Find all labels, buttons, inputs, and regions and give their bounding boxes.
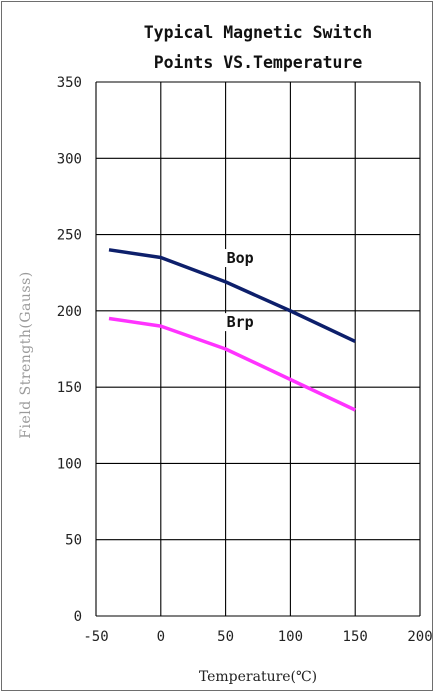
x-tick-label: -50 xyxy=(83,629,108,645)
series-layer xyxy=(108,248,356,412)
x-tick-label: 50 xyxy=(217,629,234,645)
y-tick-label: 350 xyxy=(57,75,82,91)
x-tick-label: 150 xyxy=(343,629,368,645)
y-tick-label: 200 xyxy=(57,304,82,320)
y-tick-label: 250 xyxy=(57,228,82,244)
chart-title-line1: Typical Magnetic Switch xyxy=(144,23,372,42)
grid-layer xyxy=(95,81,421,617)
series-label-brp: Brp xyxy=(227,313,254,331)
y-tick-label: 50 xyxy=(65,533,82,549)
series-line-bop xyxy=(108,248,356,343)
x-tick-label: 100 xyxy=(278,629,303,645)
y-axis-label: Field Strength(Gauss) xyxy=(18,271,34,439)
series-label-bop: Bop xyxy=(227,249,254,267)
x-tick-label: 0 xyxy=(157,629,165,645)
annotation-backing xyxy=(223,313,264,332)
annotation-backing xyxy=(223,249,264,268)
annotation-layer: Bop Brp xyxy=(223,249,264,332)
y-tick-label: 300 xyxy=(57,151,82,167)
y-tick-label: 150 xyxy=(57,380,82,396)
x-axis-label: Temperature(℃) xyxy=(199,669,317,685)
series-line-brp xyxy=(108,316,356,412)
x-tick-label: 200 xyxy=(407,629,432,645)
y-tick-label: 100 xyxy=(57,456,82,472)
chart-title-line2: Points VS.Temperature xyxy=(154,53,363,72)
y-tick-label: 0 xyxy=(74,609,82,625)
